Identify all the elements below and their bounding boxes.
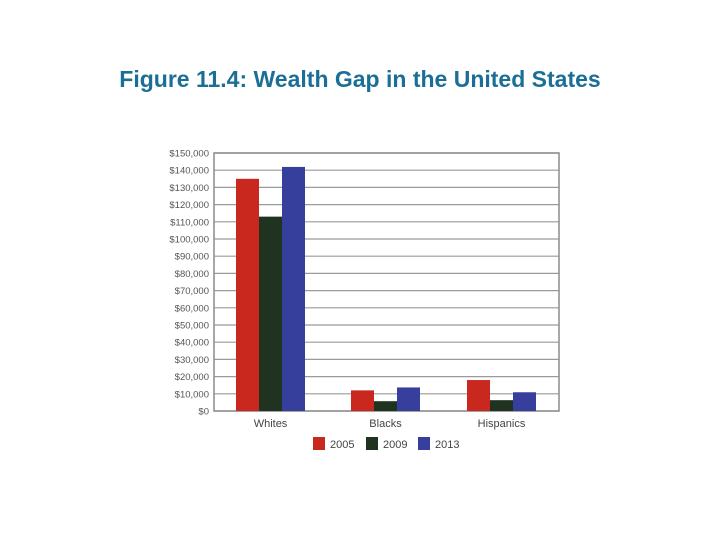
- bar-hispanics-2005: [467, 380, 490, 411]
- y-tick-label: $20,000: [175, 372, 209, 383]
- y-tick-label: $80,000: [175, 269, 209, 280]
- y-tick-label: $110,000: [170, 217, 209, 228]
- y-tick-label: $100,000: [169, 235, 209, 246]
- y-tick-label: $40,000: [175, 338, 209, 349]
- legend-label: 2005: [330, 439, 354, 451]
- bar-blacks-2013: [397, 387, 420, 411]
- legend-swatch-2005: [313, 437, 325, 450]
- bar-blacks-2009: [374, 401, 397, 411]
- y-tick-label: $150,000: [169, 149, 209, 160]
- x-tick-label: Blacks: [369, 418, 402, 430]
- y-tick-label: $90,000: [175, 252, 209, 263]
- x-tick-labels: Whites Blacks Hispanics: [254, 418, 526, 430]
- y-tick-label: $10,000: [175, 389, 209, 400]
- y-tick-label: $140,000: [169, 166, 209, 177]
- y-tick-label: $130,000: [169, 183, 209, 194]
- legend-swatch-2009: [366, 437, 378, 450]
- bars: [236, 166, 536, 411]
- bar-blacks-2005: [351, 390, 374, 411]
- bar-hispanics-2009: [490, 400, 513, 411]
- y-tick-label: $30,000: [175, 355, 209, 366]
- x-tick-label: Hispanics: [478, 418, 526, 430]
- y-tick-label: $60,000: [175, 303, 209, 314]
- y-tick-label: $120,000: [169, 200, 209, 211]
- bar-whites-2005: [236, 178, 259, 411]
- legend-label: 2009: [383, 439, 407, 451]
- legend-swatch-2013: [418, 437, 430, 450]
- bar-whites-2013: [282, 166, 305, 411]
- y-tick-label: $0: [198, 407, 209, 418]
- y-tick-labels: $0 $10,000 $20,000 $30,000 $40,000 $50,000 $60…: [169, 149, 209, 418]
- y-tick-label: $70,000: [175, 286, 209, 297]
- y-tick-label: $50,000: [175, 321, 209, 332]
- bar-hispanics-2013: [513, 392, 536, 411]
- x-tick-label: Whites: [254, 418, 288, 430]
- legend-label: 2013: [435, 439, 459, 451]
- bar-whites-2009: [259, 216, 282, 411]
- slide-title: Figure 11.4: Wealth Gap in the United St…: [119, 66, 601, 92]
- legend: 2005 2009 2013: [313, 437, 459, 451]
